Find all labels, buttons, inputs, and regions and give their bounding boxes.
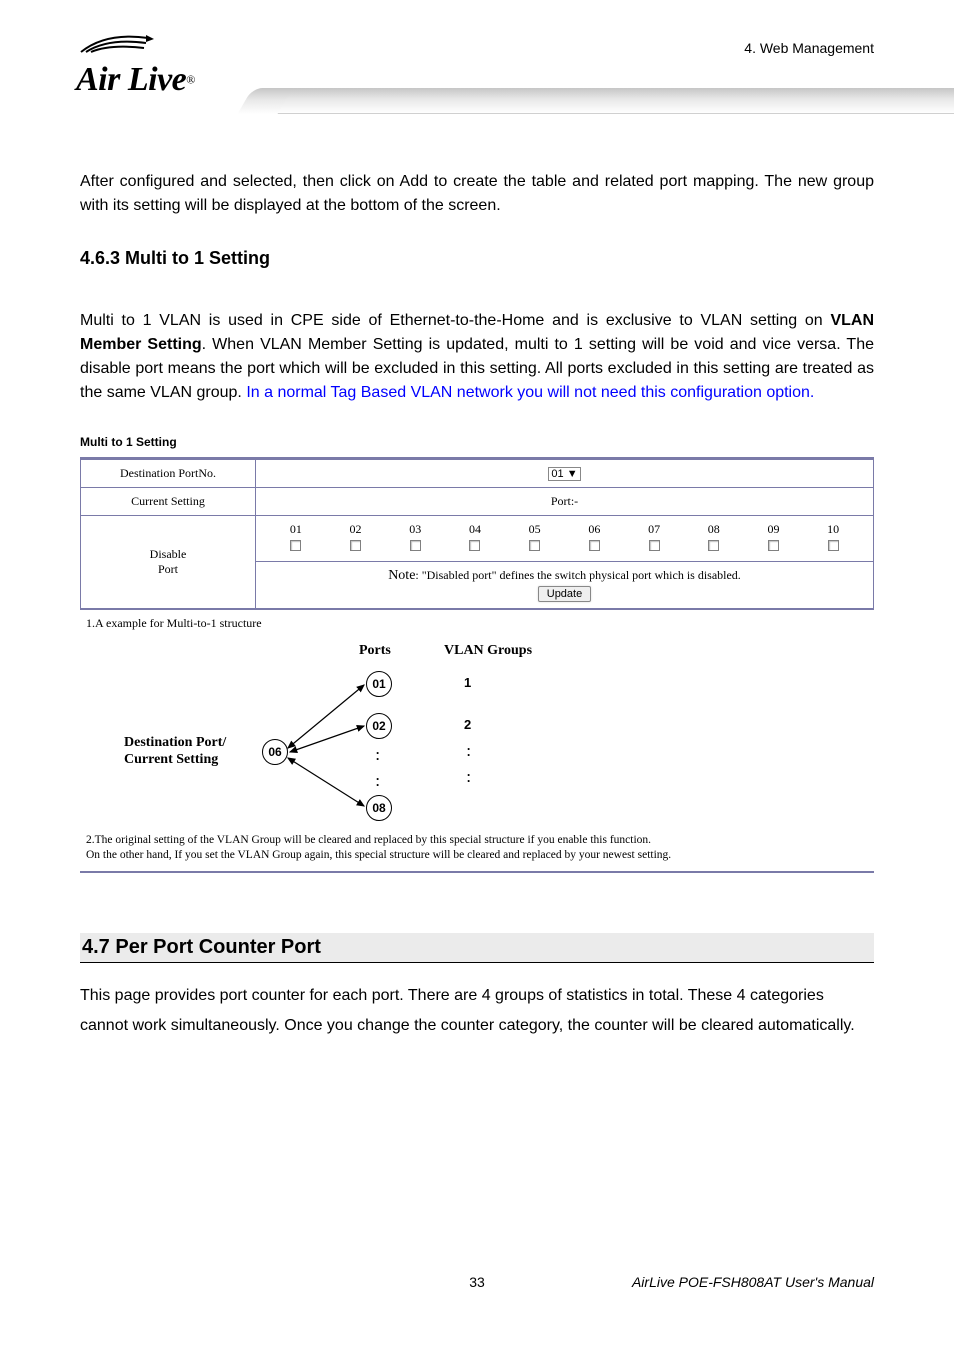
node-08: 08 bbox=[366, 795, 392, 821]
section-47-heading: 4.7 Per Port Counter Port bbox=[80, 933, 874, 963]
dest-port-select[interactable]: 01 ▼ bbox=[548, 467, 580, 481]
dest-port-diagram-label: Destination Port/ Current Setting bbox=[124, 735, 226, 769]
port-checkbox[interactable] bbox=[768, 540, 779, 551]
port-column: 04 bbox=[445, 522, 505, 555]
group-1: 1 bbox=[464, 675, 471, 690]
manual-title: AirLive POE-FSH808AT User's Manual bbox=[632, 1274, 874, 1290]
example-heading: 1.A example for Multi-to-1 structure bbox=[86, 616, 868, 631]
port-number-label: 05 bbox=[505, 522, 565, 537]
port-column: 05 bbox=[505, 522, 565, 555]
port-column: 08 bbox=[684, 522, 744, 555]
port-column: 01 bbox=[266, 522, 326, 555]
port-number-label: 08 bbox=[684, 522, 744, 537]
node-01: 01 bbox=[366, 671, 392, 697]
footnote-2: On the other hand, If you set the VLAN G… bbox=[86, 848, 868, 863]
node-06: 06 bbox=[262, 739, 288, 765]
screenshot-title: Multi to 1 Setting bbox=[80, 435, 874, 449]
port-checkbox[interactable] bbox=[649, 540, 660, 551]
port-checkbox-cell: 01020304050607080910 bbox=[256, 516, 874, 562]
dest-port-label: Destination PortNo. bbox=[81, 460, 256, 488]
logo-swoosh-icon bbox=[76, 30, 156, 56]
disable-port-row: Disable Port 01020304050607080910 bbox=[81, 516, 874, 562]
example-block: 1.A example for Multi-to-1 structure Por… bbox=[80, 609, 874, 871]
section-47-body: This page provides port counter for each… bbox=[80, 981, 874, 1042]
current-setting-value: Port:- bbox=[256, 488, 874, 516]
port-number-label: 09 bbox=[744, 522, 804, 537]
port-checkbox[interactable] bbox=[410, 540, 421, 551]
port-checkbox[interactable] bbox=[469, 540, 480, 551]
dest-port-cell: 01 ▼ bbox=[256, 460, 874, 488]
port-column: 09 bbox=[744, 522, 804, 555]
page-footer: AirLive POE-FSH808AT User's Manual bbox=[80, 1274, 874, 1290]
port-number-label: 06 bbox=[565, 522, 625, 537]
port-number-label: 10 bbox=[803, 522, 863, 537]
registered-icon: ® bbox=[186, 73, 195, 87]
node-02: 02 bbox=[366, 713, 392, 739]
port-column: 10 bbox=[803, 522, 863, 555]
header-band bbox=[265, 88, 954, 114]
port-column: 02 bbox=[326, 522, 386, 555]
dots-icon: .. bbox=[467, 769, 470, 781]
dots-icon: .. bbox=[376, 747, 379, 759]
port-checkbox[interactable] bbox=[529, 540, 540, 551]
destination-port-row: Destination PortNo. 01 ▼ bbox=[81, 460, 874, 488]
section-463-body: Multi to 1 VLAN is used in CPE side of E… bbox=[80, 309, 874, 405]
port-checkbox[interactable] bbox=[290, 540, 301, 551]
page-header: Air Live® 4. Web Management bbox=[0, 0, 954, 120]
note-cell: Note: "Disabled port" defines the switch… bbox=[256, 562, 874, 609]
port-column: 06 bbox=[565, 522, 625, 555]
port-column: 03 bbox=[385, 522, 445, 555]
group-2: 2 bbox=[464, 717, 471, 732]
current-setting-label: Current Setting bbox=[81, 488, 256, 516]
footnote-1: 2.The original setting of the VLAN Group… bbox=[86, 833, 868, 848]
dots-icon: .. bbox=[467, 743, 470, 755]
port-number-label: 01 bbox=[266, 522, 326, 537]
intro-paragraph: After configured and selected, then clic… bbox=[80, 170, 874, 218]
logo-text: Air Live bbox=[76, 61, 186, 98]
port-checkbox[interactable] bbox=[708, 540, 719, 551]
body-text: Multi to 1 VLAN is used in CPE side of E… bbox=[80, 312, 830, 329]
settings-table: Destination PortNo. 01 ▼ Current Setting… bbox=[80, 459, 874, 609]
port-column: 07 bbox=[624, 522, 684, 555]
chapter-label: 4. Web Management bbox=[744, 40, 874, 56]
multi-to-1-screenshot: Destination PortNo. 01 ▼ Current Setting… bbox=[80, 457, 874, 873]
port-number-label: 07 bbox=[624, 522, 684, 537]
current-setting-row: Current Setting Port:- bbox=[81, 488, 874, 516]
port-number-label: 03 bbox=[385, 522, 445, 537]
multi-to-1-diagram: Ports VLAN Groups bbox=[124, 643, 868, 823]
port-checkbox[interactable] bbox=[828, 540, 839, 551]
section-463-heading: 4.6.3 Multi to 1 Setting bbox=[80, 248, 874, 269]
note-text: : "Disabled port" defines the switch phy… bbox=[415, 568, 740, 582]
dots-icon: .. bbox=[376, 773, 379, 785]
body-blue-note: In a normal Tag Based VLAN network you w… bbox=[246, 384, 814, 401]
note-prefix: Note bbox=[388, 568, 415, 583]
page-content: After configured and selected, then clic… bbox=[0, 120, 954, 1042]
groups-header: VLAN Groups bbox=[444, 643, 532, 659]
disable-port-label: Disable Port bbox=[81, 516, 256, 609]
port-number-label: 04 bbox=[445, 522, 505, 537]
update-button[interactable]: Update bbox=[538, 586, 591, 602]
airlive-logo: Air Live® bbox=[76, 30, 195, 99]
port-checkbox[interactable] bbox=[350, 540, 361, 551]
port-grid: 01020304050607080910 bbox=[266, 522, 863, 555]
port-checkbox[interactable] bbox=[589, 540, 600, 551]
port-number-label: 02 bbox=[326, 522, 386, 537]
